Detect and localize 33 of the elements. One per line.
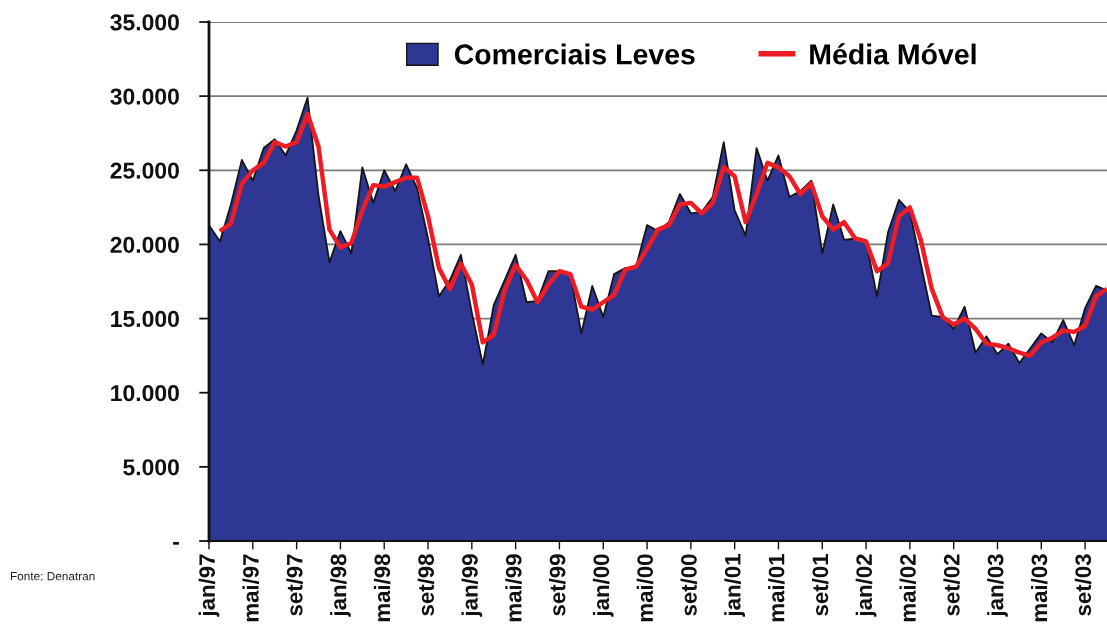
x-tick-label: set/98 [417, 554, 435, 616]
legend-label: Média Móvel [810, 43, 976, 65]
x-tick-label: jan/01 [724, 554, 746, 617]
x-tick-label: jan/03 [987, 554, 1008, 617]
y-tick-label: 35.000 [110, 14, 179, 31]
x-tick-label: mai/97 [242, 554, 259, 622]
x-tick-label: set/97 [286, 554, 303, 616]
y-tick-label: 10.000 [111, 385, 179, 402]
legend-label: Comerciais Leves [454, 43, 695, 65]
source-note: Fonte: Denatran [10, 572, 95, 581]
x-tick-label: jan/98 [330, 554, 351, 617]
x-tick-label: set/02 [943, 554, 960, 616]
x-tick-label: mai/98 [373, 554, 391, 622]
x-tick-label: jan/00 [592, 554, 614, 617]
y-tick-label: - [173, 542, 179, 545]
x-tick-label: jan/97 [198, 554, 220, 617]
x-tick-label: set/00 [680, 554, 698, 616]
y-tick-label: 30.000 [110, 88, 179, 105]
line-series [217, 111, 1107, 358]
x-tick-label: mai/03 [1030, 554, 1048, 622]
x-tick-label: jan/02 [855, 554, 877, 617]
x-tick-label: mai/99 [505, 554, 522, 622]
y-tick-label: 25.000 [110, 162, 179, 179]
x-tick-label: mai/01 [768, 554, 785, 622]
x-tick-label: mai/02 [899, 554, 917, 622]
x-tick-label: set/99 [549, 554, 566, 616]
x-tick-label: jan/99 [461, 554, 483, 617]
x-tick-label: set/03 [1074, 554, 1092, 616]
x-tick-label: set/01 [811, 554, 829, 616]
y-tick-label: 15.000 [111, 310, 179, 328]
y-tick-label: 5.000 [123, 459, 179, 476]
x-tick-label: mai/00 [636, 554, 654, 622]
y-tick-label: 20.000 [110, 236, 179, 253]
